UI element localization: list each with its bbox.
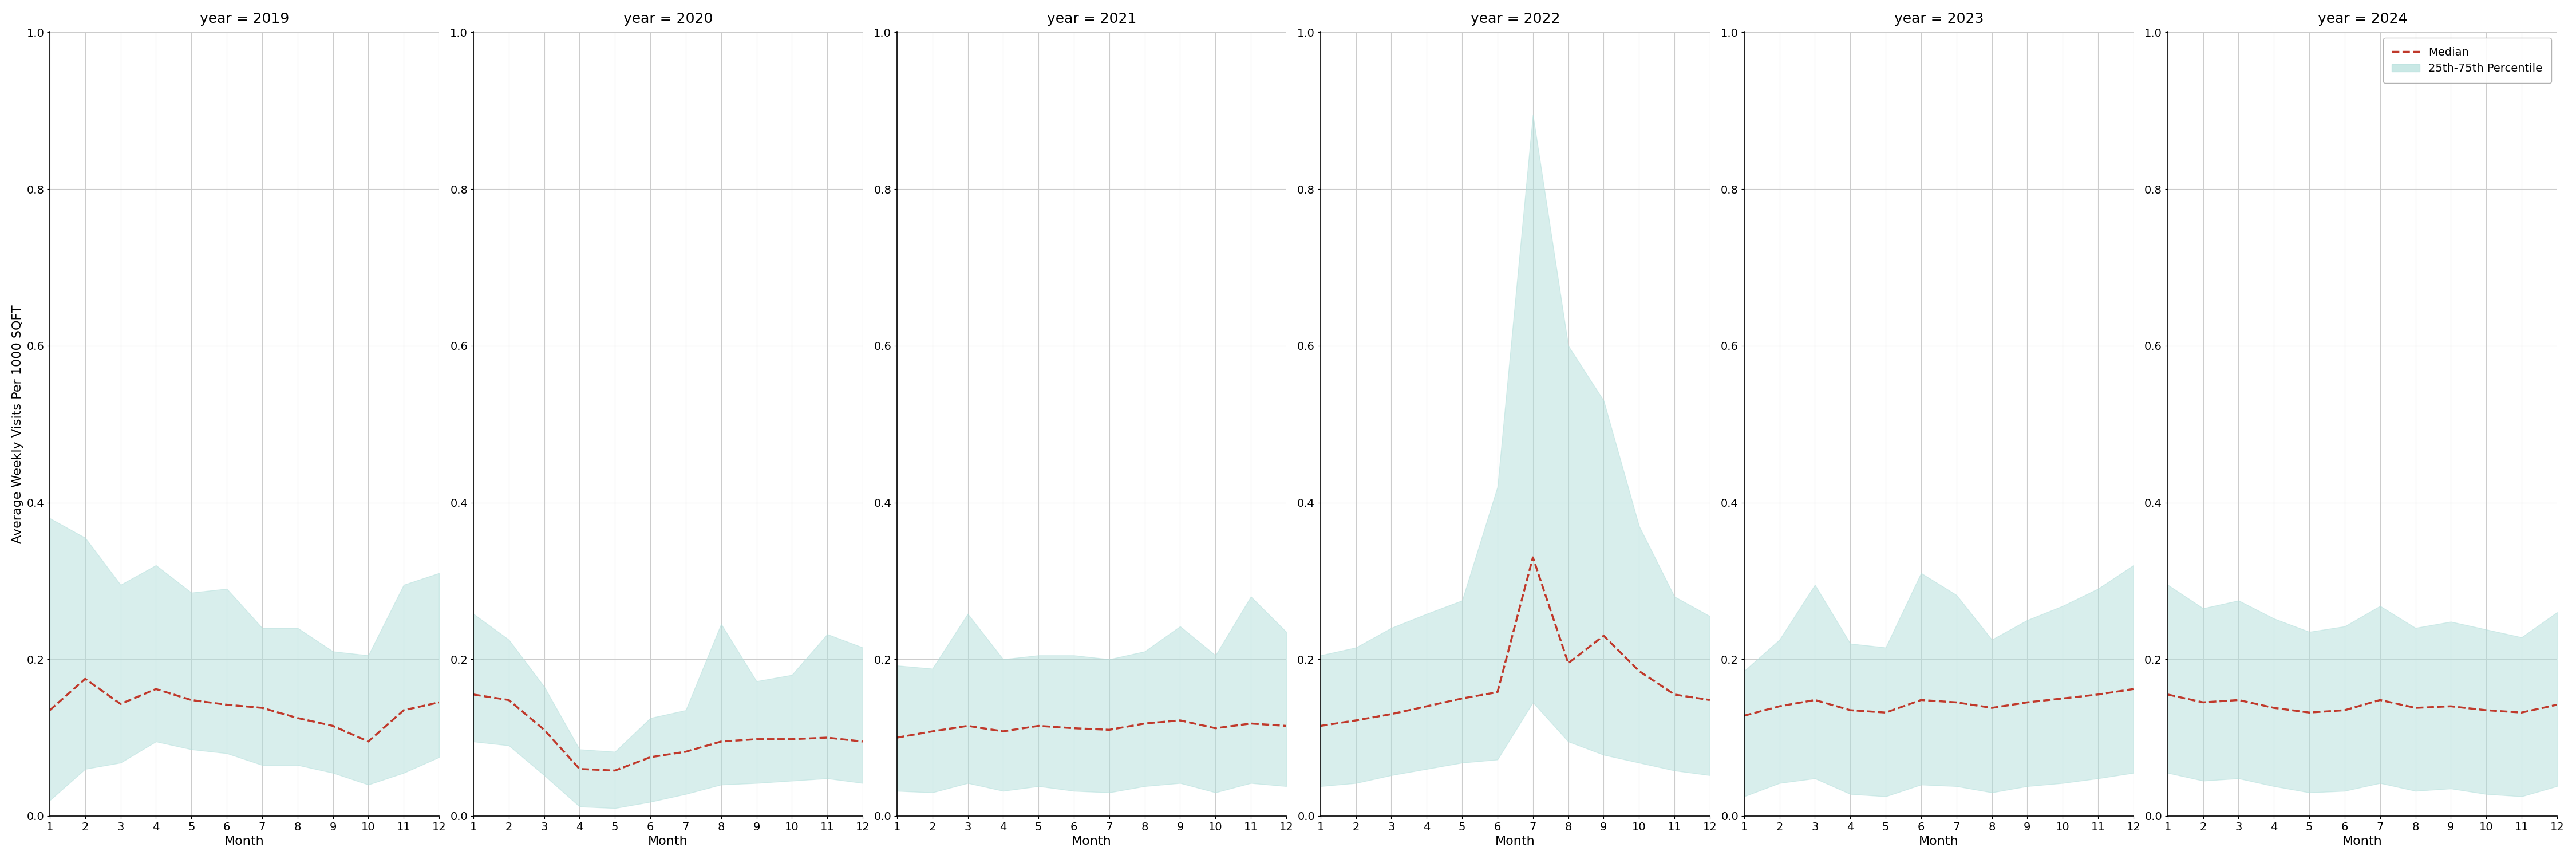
Median bbox=[389, 705, 420, 716]
Median bbox=[811, 733, 842, 743]
Median bbox=[987, 726, 1018, 736]
Median bbox=[2365, 695, 2396, 705]
Median bbox=[281, 713, 312, 723]
Median bbox=[1481, 687, 1512, 698]
Median bbox=[1801, 695, 1832, 705]
Median bbox=[1589, 631, 1620, 641]
Line: Median: Median bbox=[896, 721, 1285, 738]
Line: Median: Median bbox=[474, 695, 863, 771]
Median bbox=[353, 736, 384, 746]
Median bbox=[175, 695, 206, 705]
Median bbox=[1834, 705, 1865, 716]
Median bbox=[1059, 723, 1090, 734]
Median bbox=[1870, 708, 1901, 718]
Median bbox=[1200, 723, 1231, 734]
Median bbox=[1236, 718, 1267, 728]
Median bbox=[1095, 725, 1126, 735]
Median bbox=[881, 733, 912, 743]
Median bbox=[1270, 721, 1301, 731]
Median bbox=[1412, 701, 1443, 711]
Median bbox=[528, 725, 559, 735]
X-axis label: Month: Month bbox=[1919, 836, 1958, 847]
Median bbox=[600, 765, 631, 776]
Median bbox=[317, 721, 348, 731]
Median bbox=[2154, 690, 2184, 700]
Median bbox=[2470, 705, 2501, 716]
X-axis label: Month: Month bbox=[1072, 836, 1113, 847]
Median bbox=[1340, 716, 1370, 726]
Median bbox=[1728, 710, 1759, 721]
Median bbox=[2329, 705, 2360, 716]
Median bbox=[2012, 698, 2043, 708]
Median bbox=[2223, 695, 2254, 705]
Title: year = 2022: year = 2022 bbox=[1471, 12, 1561, 26]
Median bbox=[742, 734, 773, 745]
Median bbox=[2543, 699, 2573, 710]
Title: year = 2020: year = 2020 bbox=[623, 12, 714, 26]
Median bbox=[2259, 703, 2290, 713]
Median bbox=[1164, 716, 1195, 726]
Median bbox=[775, 734, 806, 745]
Median bbox=[106, 698, 137, 709]
Median bbox=[495, 695, 526, 705]
Title: year = 2023: year = 2023 bbox=[1893, 12, 1984, 26]
Median bbox=[706, 736, 737, 746]
Y-axis label: Average Weekly Visits Per 1000 SQFT: Average Weekly Visits Per 1000 SQFT bbox=[13, 305, 23, 544]
X-axis label: Month: Month bbox=[2342, 836, 2383, 847]
Median bbox=[2293, 708, 2324, 718]
Median bbox=[2401, 703, 2432, 713]
Median bbox=[1553, 658, 1584, 668]
Median bbox=[634, 752, 665, 763]
Median bbox=[848, 736, 878, 746]
Median bbox=[247, 703, 278, 713]
Median bbox=[1906, 695, 1937, 705]
Title: year = 2024: year = 2024 bbox=[2318, 12, 2406, 26]
Median bbox=[1376, 709, 1406, 719]
Median bbox=[33, 705, 64, 716]
Median bbox=[1976, 703, 2007, 713]
Line: Median: Median bbox=[49, 679, 438, 741]
Median bbox=[2506, 708, 2537, 718]
Median bbox=[1695, 695, 1726, 705]
Median bbox=[142, 684, 173, 694]
Median bbox=[211, 699, 242, 710]
Title: year = 2021: year = 2021 bbox=[1046, 12, 1136, 26]
Median bbox=[1765, 701, 1795, 711]
Median bbox=[1517, 552, 1548, 563]
Median bbox=[70, 673, 100, 684]
Median bbox=[670, 746, 701, 757]
Median bbox=[1023, 721, 1054, 731]
Median bbox=[564, 764, 595, 774]
Median bbox=[917, 726, 948, 736]
Legend: Median, 25th-75th Percentile: Median, 25th-75th Percentile bbox=[2383, 38, 2550, 83]
Median bbox=[459, 690, 489, 700]
Median bbox=[1128, 718, 1159, 728]
Title: year = 2019: year = 2019 bbox=[201, 12, 289, 26]
Median bbox=[2048, 693, 2079, 704]
Median bbox=[1623, 666, 1654, 676]
X-axis label: Month: Month bbox=[649, 836, 688, 847]
Median bbox=[1940, 698, 1971, 708]
X-axis label: Month: Month bbox=[1494, 836, 1535, 847]
Median bbox=[1448, 693, 1479, 704]
Median bbox=[1306, 721, 1337, 731]
Line: Median: Median bbox=[1744, 689, 2133, 716]
Median bbox=[422, 698, 453, 708]
Line: Median: Median bbox=[2169, 695, 2558, 713]
Median bbox=[2117, 684, 2148, 694]
Median bbox=[2187, 698, 2218, 708]
Median bbox=[2434, 701, 2465, 711]
X-axis label: Month: Month bbox=[224, 836, 265, 847]
Line: Median: Median bbox=[1321, 557, 1710, 726]
Median bbox=[953, 721, 984, 731]
Median bbox=[2081, 690, 2112, 700]
Median bbox=[1659, 690, 1690, 700]
